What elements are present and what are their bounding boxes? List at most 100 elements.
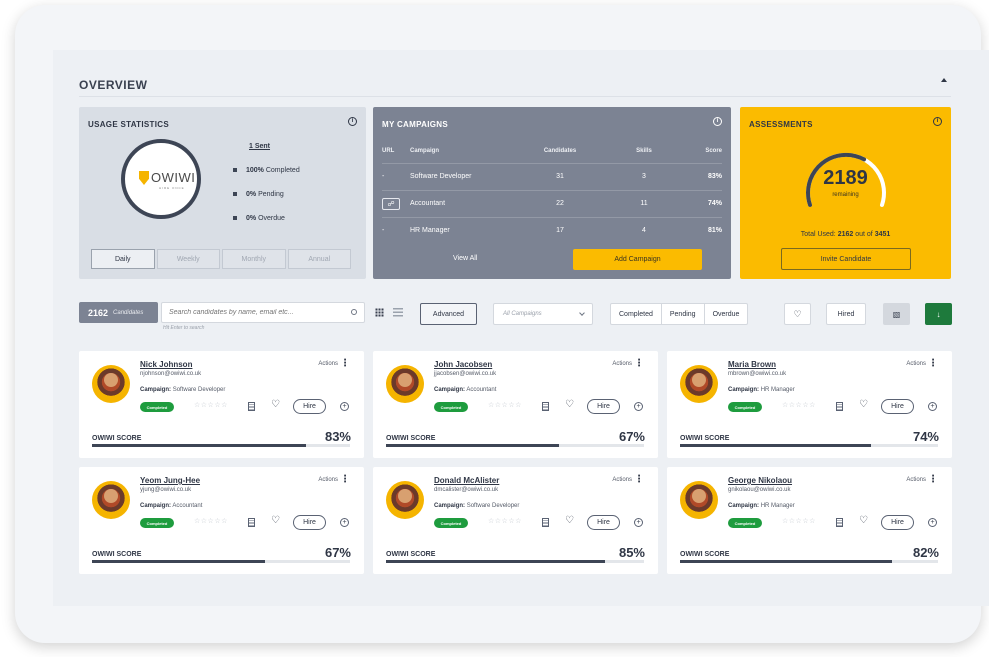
add-icon[interactable]: + xyxy=(928,518,937,527)
heart-icon[interactable]: ♡ xyxy=(565,515,574,526)
candidate-count: 2162 Candidates xyxy=(79,302,158,323)
candidate-name[interactable]: Nick Johnson xyxy=(140,360,193,369)
info-icon[interactable]: i xyxy=(713,117,722,126)
hire-button[interactable]: Hire xyxy=(293,399,326,414)
rating-stars-icon[interactable]: ☆☆☆☆☆ xyxy=(782,518,816,525)
notes-icon[interactable] xyxy=(836,402,843,411)
kebab-menu-icon[interactable]: ⋮ xyxy=(340,474,350,485)
status-badge: Completed xyxy=(728,518,762,528)
kebab-menu-icon[interactable]: ⋮ xyxy=(928,474,938,485)
total-used: Total Used: 2162 out of 3451 xyxy=(800,231,891,238)
notes-icon[interactable] xyxy=(542,402,549,411)
add-icon[interactable]: + xyxy=(340,518,349,527)
kebab-menu-icon[interactable]: ⋮ xyxy=(634,474,644,485)
collapse-caret-icon[interactable] xyxy=(941,78,947,82)
hire-button[interactable]: Hire xyxy=(881,515,914,530)
notes-icon[interactable] xyxy=(542,518,549,527)
score-bar-fill xyxy=(386,560,606,563)
actions-menu[interactable]: Actions xyxy=(906,361,926,367)
heart-icon[interactable]: ♡ xyxy=(859,515,868,526)
campaign-score: 81% xyxy=(707,227,722,234)
actions-menu[interactable]: Actions xyxy=(318,477,338,483)
search-input[interactable] xyxy=(161,302,365,323)
candidate-card[interactable]: Nick Johnson njohnson@owiwi.co.uk Campai… xyxy=(79,351,364,458)
assessments-title: ASSESSMENTS xyxy=(749,120,813,129)
add-icon[interactable]: + xyxy=(634,402,643,411)
rating-stars-icon[interactable]: ☆☆☆☆☆ xyxy=(194,518,228,525)
campaign-url[interactable]: ☍ xyxy=(382,197,402,210)
list-view-icon[interactable] xyxy=(393,308,403,317)
kebab-menu-icon[interactable]: ⋮ xyxy=(634,358,644,369)
campaign-row[interactable]: ☍ Accountant 22 11 74% xyxy=(382,190,722,216)
rating-stars-icon[interactable]: ☆☆☆☆☆ xyxy=(488,518,522,525)
tab-daily[interactable]: Daily xyxy=(91,249,155,269)
filter-overdue[interactable]: Overdue xyxy=(712,310,740,318)
logo-text: OWIWI xyxy=(151,170,196,185)
candidate-campaign: Campaign: Software Developer xyxy=(434,503,520,509)
hire-button[interactable]: Hire xyxy=(587,515,620,530)
add-campaign-button[interactable]: Add Campaign xyxy=(573,249,702,270)
score-bar-fill xyxy=(92,560,265,563)
candidate-card[interactable]: Donald McAlister dmcalister@owiwi.co.uk … xyxy=(373,467,658,574)
print-button[interactable]: ▧ xyxy=(883,303,910,325)
score-label: OWIWI SCORE xyxy=(680,435,730,442)
sent-link[interactable]: 1 Sent xyxy=(249,143,271,150)
campaign-row[interactable]: - HR Manager 17 4 81% xyxy=(382,217,722,243)
export-button[interactable]: ↓ xyxy=(925,303,952,325)
notes-icon[interactable] xyxy=(248,518,255,527)
candidate-card[interactable]: John Jacobsen jjacobsen@owiwi.co.uk Camp… xyxy=(373,351,658,458)
search-icon[interactable] xyxy=(351,309,357,315)
candidate-name[interactable]: John Jacobsen xyxy=(434,360,493,369)
rating-stars-icon[interactable]: ☆☆☆☆☆ xyxy=(194,402,228,409)
score-bar xyxy=(386,560,644,563)
filter-completed[interactable]: Completed xyxy=(611,304,662,324)
rating-stars-icon[interactable]: ☆☆☆☆☆ xyxy=(488,402,522,409)
campaign-select[interactable]: All Campaigns xyxy=(493,303,593,325)
notes-icon[interactable] xyxy=(248,402,255,411)
actions-menu[interactable]: Actions xyxy=(318,361,338,367)
advanced-button[interactable]: Advanced xyxy=(420,303,477,325)
heart-icon[interactable]: ♡ xyxy=(271,399,280,410)
actions-menu[interactable]: Actions xyxy=(612,361,632,367)
hire-button[interactable]: Hire xyxy=(587,399,620,414)
campaign-candidates: 31 xyxy=(556,173,564,180)
add-icon[interactable]: + xyxy=(928,402,937,411)
candidate-name[interactable]: Maria Brown xyxy=(728,360,777,369)
rating-stars-icon[interactable]: ☆☆☆☆☆ xyxy=(782,402,816,409)
kebab-menu-icon[interactable]: ⋮ xyxy=(340,358,350,369)
campaign-row[interactable]: - Software Developer 31 3 83% xyxy=(382,163,722,189)
add-icon[interactable]: + xyxy=(634,518,643,527)
tab-weekly[interactable]: Weekly xyxy=(156,249,220,269)
candidate-name[interactable]: Yeom Jung-Hee xyxy=(140,476,201,485)
hired-filter-button[interactable]: Hired xyxy=(826,303,866,325)
filter-pending[interactable]: Pending xyxy=(662,304,705,324)
heart-icon[interactable]: ♡ xyxy=(271,515,280,526)
kebab-menu-icon[interactable]: ⋮ xyxy=(928,358,938,369)
link-icon[interactable]: ☍ xyxy=(382,197,400,210)
notes-icon[interactable] xyxy=(836,518,843,527)
owiwi-logo: OWIWI HIRE ONCE xyxy=(121,139,201,219)
grid-view-icon[interactable] xyxy=(375,308,384,317)
tab-monthly[interactable]: Monthly xyxy=(222,249,286,269)
actions-menu[interactable]: Actions xyxy=(612,477,632,483)
view-all-link[interactable]: View All xyxy=(453,255,478,262)
logo-subtext: HIRE ONCE xyxy=(159,186,185,190)
invite-candidate-button[interactable]: Invite Candidate xyxy=(781,248,911,270)
heart-icon[interactable]: ♡ xyxy=(565,399,574,410)
candidate-name[interactable]: George Nikolaou xyxy=(728,476,793,485)
add-icon[interactable]: + xyxy=(340,402,349,411)
candidate-card[interactable]: Maria Brown mbrown@owiwi.co.uk Campaign:… xyxy=(667,351,952,458)
hire-button[interactable]: Hire xyxy=(881,399,914,414)
candidate-card[interactable]: Yeom Jung-Hee yjung@owiwi.co.uk Campaign… xyxy=(79,467,364,574)
hire-button[interactable]: Hire xyxy=(293,515,326,530)
heart-icon[interactable]: ♡ xyxy=(859,399,868,410)
candidate-email: jjacobsen@owiwi.co.uk xyxy=(434,371,497,377)
download-icon: ↓ xyxy=(936,309,941,319)
info-icon[interactable]: i xyxy=(348,117,357,126)
actions-menu[interactable]: Actions xyxy=(906,477,926,483)
candidate-name[interactable]: Donald McAlister xyxy=(434,476,500,485)
info-icon[interactable]: i xyxy=(933,117,942,126)
candidate-card[interactable]: George Nikolaou gnikolaou@owiwi.co.uk Ca… xyxy=(667,467,952,574)
favorites-button[interactable]: ♡ xyxy=(784,303,811,325)
tab-annual[interactable]: Annual xyxy=(287,249,351,269)
